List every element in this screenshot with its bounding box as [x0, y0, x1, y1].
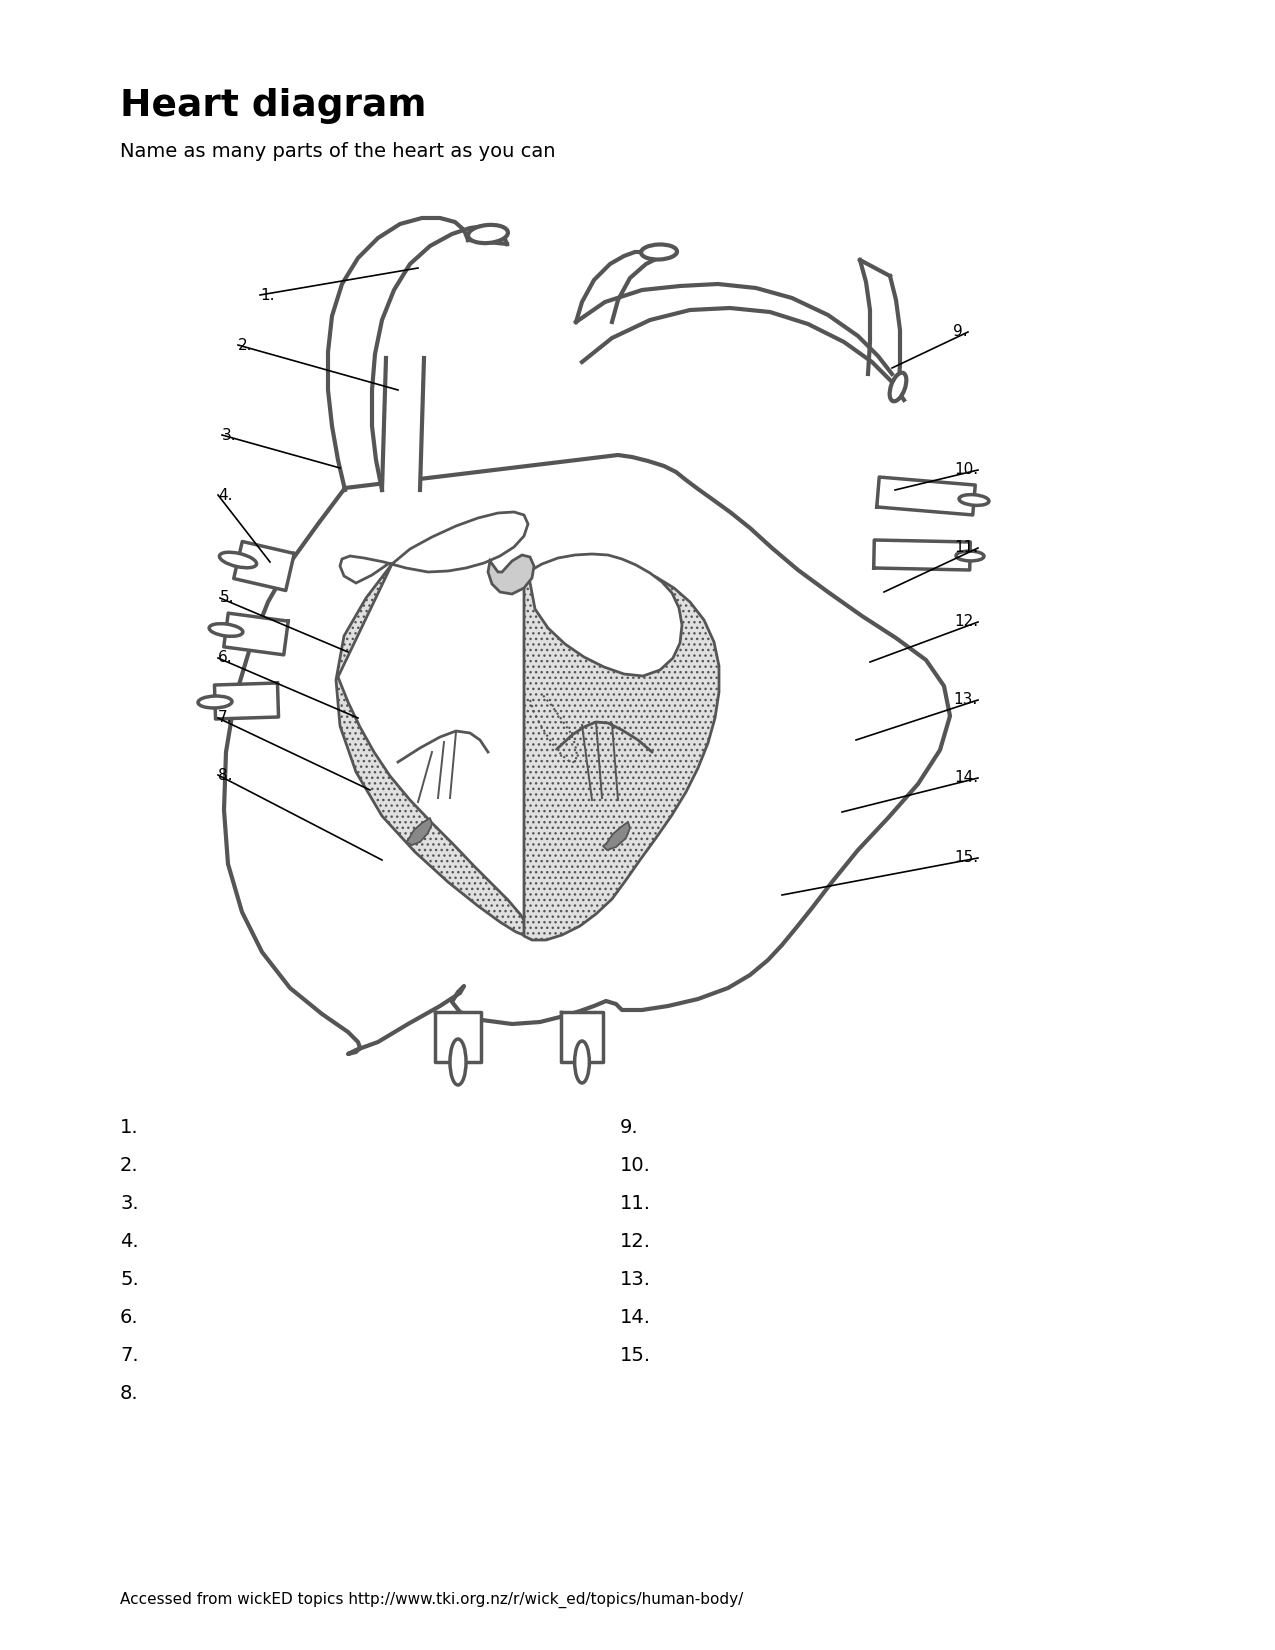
Text: 15.: 15. — [620, 1346, 652, 1365]
Ellipse shape — [219, 553, 256, 568]
Text: 1.: 1. — [120, 1119, 139, 1137]
Ellipse shape — [641, 244, 677, 259]
Text: 8.: 8. — [218, 767, 232, 782]
Text: 5.: 5. — [221, 591, 235, 606]
Text: 10.: 10. — [620, 1157, 650, 1175]
Polygon shape — [223, 614, 288, 655]
Ellipse shape — [468, 224, 507, 243]
Ellipse shape — [575, 1041, 589, 1082]
Text: 8.: 8. — [120, 1384, 139, 1402]
Polygon shape — [340, 512, 528, 582]
Polygon shape — [224, 455, 950, 1054]
Ellipse shape — [450, 1040, 467, 1086]
Polygon shape — [382, 358, 425, 490]
Polygon shape — [524, 561, 719, 940]
Text: 7.: 7. — [120, 1346, 139, 1365]
Polygon shape — [528, 554, 682, 676]
Text: 11.: 11. — [954, 541, 978, 556]
Ellipse shape — [209, 624, 242, 637]
Text: 6.: 6. — [120, 1308, 139, 1327]
Text: 2.: 2. — [238, 338, 252, 353]
Ellipse shape — [198, 696, 232, 708]
Text: 5.: 5. — [120, 1270, 139, 1289]
Ellipse shape — [890, 373, 907, 401]
Text: 15.: 15. — [954, 850, 978, 866]
Text: Heart diagram: Heart diagram — [120, 87, 427, 124]
Text: 4.: 4. — [120, 1233, 139, 1251]
Text: 14.: 14. — [954, 771, 978, 785]
Text: Name as many parts of the heart as you can: Name as many parts of the heart as you c… — [120, 142, 556, 162]
Text: 2.: 2. — [120, 1157, 139, 1175]
Polygon shape — [561, 1011, 603, 1063]
Polygon shape — [488, 554, 534, 594]
Polygon shape — [405, 818, 432, 845]
Text: 12.: 12. — [954, 614, 978, 630]
Text: 1.: 1. — [260, 287, 274, 302]
Text: 3.: 3. — [222, 427, 237, 442]
Polygon shape — [877, 477, 975, 515]
Text: 10.: 10. — [954, 462, 978, 477]
Polygon shape — [576, 284, 904, 399]
Text: 7.: 7. — [218, 711, 232, 726]
Polygon shape — [337, 564, 530, 936]
Text: 6.: 6. — [218, 650, 232, 665]
Polygon shape — [873, 540, 970, 569]
Polygon shape — [435, 1011, 481, 1063]
Text: 3.: 3. — [120, 1195, 139, 1213]
Text: 9.: 9. — [954, 325, 968, 340]
Text: 9.: 9. — [620, 1119, 639, 1137]
Text: 4.: 4. — [218, 487, 232, 503]
Text: 13.: 13. — [620, 1270, 652, 1289]
Text: 11.: 11. — [620, 1195, 652, 1213]
Polygon shape — [861, 261, 900, 398]
Text: 14.: 14. — [620, 1308, 652, 1327]
Polygon shape — [603, 822, 630, 850]
Text: 12.: 12. — [620, 1233, 652, 1251]
Polygon shape — [214, 683, 278, 719]
Text: 13.: 13. — [954, 693, 978, 708]
Ellipse shape — [959, 495, 989, 505]
Polygon shape — [233, 541, 295, 591]
Text: Accessed from wickED topics http://www.tki.org.nz/r/wick_ed/topics/human-body/: Accessed from wickED topics http://www.t… — [120, 1592, 743, 1609]
Ellipse shape — [956, 551, 984, 561]
